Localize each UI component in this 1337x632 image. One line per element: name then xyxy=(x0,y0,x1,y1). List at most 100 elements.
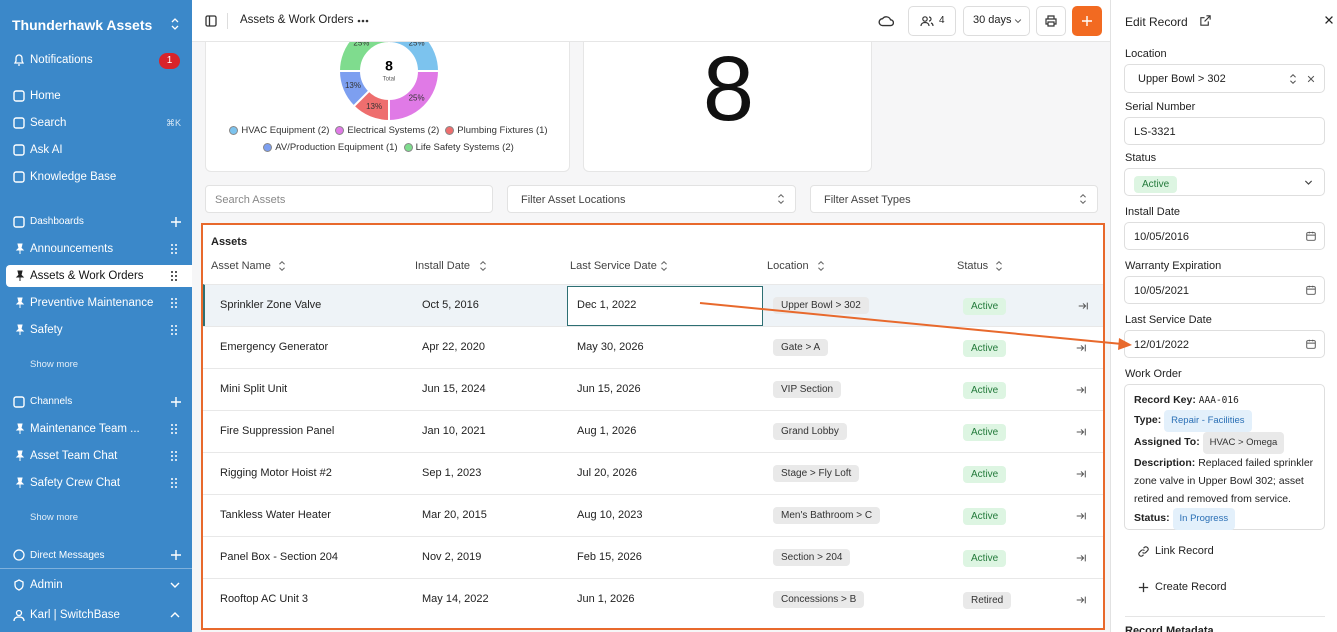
icon xyxy=(920,16,934,27)
wo-line: Assigned To: HVAC > Omega xyxy=(1134,432,1315,454)
action-button[interactable]: Link Record xyxy=(1155,545,1214,557)
donut-total: 8 xyxy=(385,58,393,74)
icon xyxy=(1138,582,1149,593)
field-label: Serial Number xyxy=(1125,101,1196,113)
nav-item[interactable]: Maintenance Team ... xyxy=(30,423,140,435)
nav-item[interactable]: Safety Crew Chat xyxy=(30,477,121,489)
action-button[interactable]: Create Record xyxy=(1155,581,1227,593)
icon xyxy=(171,424,177,434)
badge: Active xyxy=(963,550,1007,567)
icon xyxy=(13,144,25,156)
workspace-name[interactable]: Thunderhawk Assets xyxy=(12,17,153,33)
nav-item[interactable]: Knowledge Base xyxy=(30,171,117,183)
column-header[interactable]: Install Date xyxy=(415,260,471,272)
cell: Retired xyxy=(963,592,1012,609)
icon xyxy=(1080,193,1086,205)
column-header[interactable]: Last Service Date xyxy=(570,260,657,272)
table-row[interactable]: Rooftop AC Unit 3 May 14, 2022 Jun 1, 2026… xyxy=(203,578,1103,620)
table-row[interactable]: Sprinkler Zone Valve Oct 5, 2016 Dec 1, 20… xyxy=(203,284,1103,326)
nav-item[interactable]: Announcements xyxy=(30,243,114,255)
icon xyxy=(1076,512,1086,520)
legend-item: HVAC Equipment (2) xyxy=(229,125,329,136)
legend-swatch xyxy=(229,126,239,135)
cell: Concessions > B xyxy=(773,591,865,608)
nav-item[interactable]: Preventive Maintenance xyxy=(30,297,154,309)
cell: Active xyxy=(963,424,1007,441)
user-name[interactable]: Karl | SwitchBase xyxy=(30,609,120,621)
percent-label: 25% xyxy=(409,39,425,48)
wo-label: Status: xyxy=(1134,512,1170,524)
table-row[interactable]: Rigging Motor Hoist #2 Sep 1, 2023 Jul 20,… xyxy=(203,452,1103,494)
cell-text: Panel Box - Section 204 xyxy=(220,551,339,563)
icon xyxy=(1138,546,1149,557)
nav-item[interactable]: Search xyxy=(30,117,67,129)
field-value: 12/01/2022 xyxy=(1134,339,1190,351)
wo-value: HVAC > Omega xyxy=(1202,432,1285,454)
work-order-card: Record Key: AAA-016 Type: Repair - Facili… xyxy=(1124,384,1325,530)
icon xyxy=(171,298,177,308)
panel-title: Edit Record xyxy=(1125,15,1188,29)
field-input[interactable]: Active xyxy=(1124,168,1325,196)
wo-line: Description: Replaced failed sprinkler z… xyxy=(1134,454,1315,508)
members-button[interactable]: 4 xyxy=(908,6,956,36)
field-input[interactable]: 10/05/2021 xyxy=(1124,276,1325,304)
table-row[interactable]: Tankless Water Heater Mar 20, 2015 Aug 10,… xyxy=(203,494,1103,536)
icon xyxy=(15,243,25,254)
field-value: Upper Bowl > 302 xyxy=(1138,73,1226,85)
filter-input[interactable]: Filter Asset Types xyxy=(810,185,1098,213)
table-row[interactable]: Fire Suppression Panel Jan 10, 2021 Aug 1,… xyxy=(203,410,1103,452)
print-button[interactable] xyxy=(1036,6,1066,36)
nav-item[interactable]: Home xyxy=(30,90,61,102)
table-row[interactable]: Emergency Generator Apr 22, 2020 May 30, 2… xyxy=(203,326,1103,368)
field-input[interactable]: 10/05/2016 xyxy=(1124,222,1325,250)
badge: Gate > A xyxy=(773,339,829,356)
show-more[interactable]: Show more xyxy=(30,512,79,523)
table-row[interactable]: Mini Split Unit Jun 15, 2024 Jun 15, 2026 V… xyxy=(203,368,1103,410)
filter-input[interactable]: Filter Asset Locations xyxy=(507,185,796,213)
field-input[interactable]: 12/01/2022 xyxy=(1124,330,1325,358)
badge: Active xyxy=(963,424,1007,441)
cell-text: Aug 10, 2023 xyxy=(577,509,643,521)
icon xyxy=(171,478,177,488)
nav-item[interactable]: Safety xyxy=(30,324,63,336)
cell-text: May 14, 2022 xyxy=(422,593,489,605)
nav-item[interactable]: Assets & Work Orders xyxy=(30,270,144,282)
divider xyxy=(227,13,228,29)
icon xyxy=(171,397,181,407)
donut-total-label: Total xyxy=(383,77,396,83)
field-label: Warranty Expiration xyxy=(1125,260,1222,272)
kpi-value: 8 xyxy=(702,38,755,140)
icon xyxy=(1078,302,1088,310)
icon xyxy=(357,19,369,23)
icon xyxy=(171,451,177,461)
cell-text: Rigging Motor Hoist #2 xyxy=(220,467,332,479)
field-label: Location xyxy=(1125,48,1167,60)
icon xyxy=(13,117,25,129)
field-label: Last Service Date xyxy=(1125,314,1212,326)
icon xyxy=(480,260,486,272)
legend-row: HVAC Equipment (2) Electrical Systems (2)… xyxy=(206,125,571,136)
nav-item[interactable]: Asset Team Chat xyxy=(30,450,118,462)
cell-text: Rooftop AC Unit 3 xyxy=(220,593,309,605)
column-header[interactable]: Location xyxy=(767,260,809,272)
field-input[interactable]: Upper Bowl > 302 xyxy=(1124,64,1325,93)
show-more[interactable]: Show more xyxy=(30,359,79,370)
field-input[interactable]: LS-3321 xyxy=(1124,117,1325,145)
column-header[interactable]: Status xyxy=(957,260,989,272)
filter-input[interactable]: Search Assets xyxy=(205,185,493,213)
nav-item[interactable]: Notifications xyxy=(30,54,93,66)
range-dropdown[interactable]: 30 days xyxy=(963,6,1030,36)
legend-item: AV/Production Equipment (1) xyxy=(263,142,398,153)
cell: Upper Bowl > 302 xyxy=(773,297,869,314)
column-header[interactable]: Asset Name xyxy=(211,260,271,272)
cell-text: Oct 5, 2016 xyxy=(422,299,479,311)
nav-item[interactable]: Admin xyxy=(30,579,63,591)
cell: Active xyxy=(963,298,1007,315)
nav-item[interactable]: Ask AI xyxy=(30,144,63,156)
cell-text: Jul 20, 2026 xyxy=(577,467,637,479)
add-button[interactable] xyxy=(1072,6,1102,36)
cell-text: Jun 1, 2026 xyxy=(577,593,635,605)
table-row[interactable]: Panel Box - Section 204 Nov 2, 2019 Feb 15… xyxy=(203,536,1103,578)
badge: Upper Bowl > 302 xyxy=(773,297,869,314)
field-value: Active xyxy=(1134,176,1178,193)
